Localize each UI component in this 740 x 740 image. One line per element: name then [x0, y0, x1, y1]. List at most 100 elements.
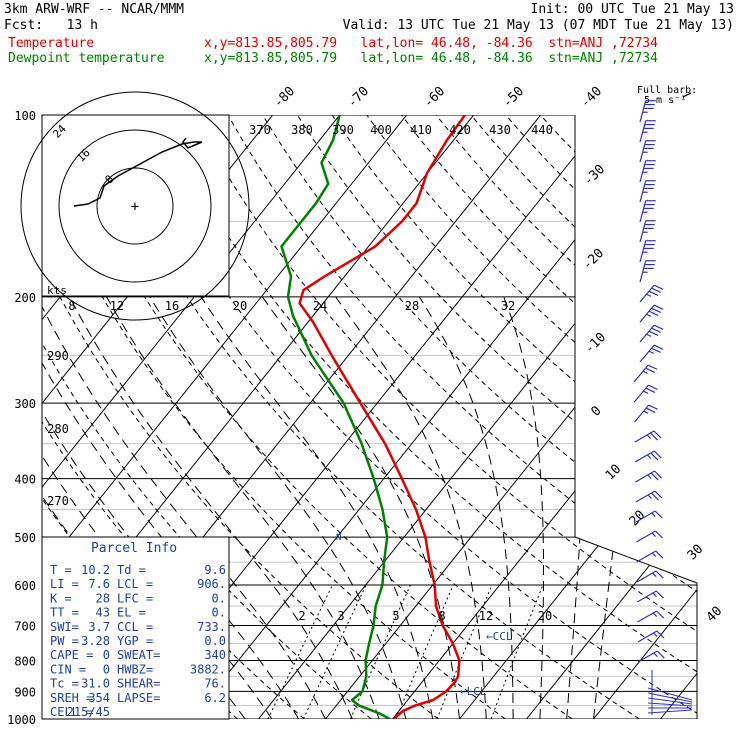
wind-barb [639, 100, 656, 123]
parcel-field-value: 28 [96, 591, 110, 605]
pressure-tick-label: 400 [14, 473, 36, 487]
barb-legend-unit: 5 m s⁻¹ [644, 95, 686, 106]
wind-barb [637, 630, 665, 643]
mixing-ratio-label: 32 [501, 299, 515, 313]
parcel-field-value: 3.28 [81, 634, 110, 648]
isotherm-tick-label: -20 [580, 246, 607, 273]
moist-adiabat-line [335, 296, 487, 719]
mixing-ratio-line [395, 584, 454, 719]
dry-adiabat-line [88, 115, 640, 719]
surface-barb [647, 709, 693, 714]
parcel-info-panel [41, 536, 230, 720]
mixing-ratio-label: 28 [405, 299, 419, 313]
dry-adiabat-line [42, 115, 372, 719]
dry-adiabat-line [42, 115, 305, 719]
wind-barb [639, 344, 664, 363]
wind-barb [634, 404, 659, 423]
isotherm-tick-label: -60 [421, 84, 448, 111]
parcel-field-label: CAPE = [50, 648, 93, 662]
pressure-tick-label: 100 [14, 109, 36, 123]
hodograph-ring [20, 91, 250, 321]
dry-adiabat-line [192, 115, 697, 719]
wind-barb [639, 140, 656, 163]
isotherm-line [42, 115, 408, 719]
theta-label: 410 [410, 123, 432, 137]
moist-adiabat-line [418, 296, 514, 719]
wind-barb [639, 160, 656, 183]
pressure-tick-label: 900 [14, 685, 36, 699]
barb-legend-title: Full barb: [637, 85, 697, 96]
hodograph-origin: + [131, 199, 139, 215]
isotherm-tick-label: -70 [345, 84, 372, 111]
theta-label: 370 [249, 123, 271, 137]
temperature-legend-label: Temperature [8, 36, 95, 51]
parcel-field-value: 10.2 [81, 563, 110, 577]
wind-barb [639, 260, 656, 283]
theta-label: 400 [370, 123, 392, 137]
pressure-tick-label: 200 [14, 291, 36, 305]
mixing-ratio-line [349, 584, 411, 719]
parcel-field-label: CIN = [50, 662, 86, 676]
surface-barb [647, 692, 693, 703]
isotherm-line [191, 115, 676, 719]
pressure-tick-label: 500 [14, 531, 36, 545]
valid-time: Valid: 13 UTC Tue 21 May 13 (07 MDT Tue … [342, 18, 734, 33]
low-mixing-label: 8 [438, 609, 445, 623]
dewpoint-profile [280, 115, 391, 719]
wind-barb [636, 550, 664, 563]
init-time: Init: 00 UTC Tue 21 May 13 [530, 2, 735, 17]
parcel-field-label: Td = [117, 563, 146, 577]
mixing-ratio-line [490, 584, 544, 719]
parcel-field-label: EL = [117, 606, 146, 620]
dry-adiabat-line [123, 115, 697, 719]
wind-barb [635, 490, 663, 503]
parcel-field-value: 6.2 [204, 691, 226, 705]
parcel-field-label: CCL = [117, 620, 153, 634]
parcel-field-value: 9.6 [204, 563, 226, 577]
low-mixing-label: 5 [392, 609, 399, 623]
parcel-field-value: 0. [212, 606, 226, 620]
parcel-field-label: CELL = [50, 705, 93, 719]
low-mixing-label: 20 [538, 609, 552, 623]
surface-barb [647, 687, 693, 701]
isotherm-line [0, 115, 5, 719]
wind-barb [635, 510, 663, 523]
theta-label: 430 [489, 123, 511, 137]
low-mixing-label: 2 [298, 609, 305, 623]
wind-barb [633, 384, 658, 403]
low-mixing-label: 3 [337, 609, 344, 623]
pressure-tick-label: 800 [14, 654, 36, 668]
pressure-tick-label: 600 [14, 579, 36, 593]
isotherm-line [660, 115, 697, 719]
parcel-field-label: YGP = [117, 634, 153, 648]
mixing-ratio-line [267, 584, 333, 719]
wind-barb [634, 450, 662, 463]
dewpoint-legend-label: Dewpoint temperature [8, 51, 165, 66]
pressure-tick-label: 300 [14, 397, 36, 411]
parcel-field-label: SWEAT= [117, 648, 160, 662]
mixing-ratio-label: 12 [110, 299, 124, 313]
isotherm-tick-label: -50 [500, 84, 527, 111]
hodograph-ring [58, 129, 212, 283]
isotherm-tick-label: 40 [704, 604, 726, 626]
surface-barb [647, 697, 693, 705]
dry-adiabat-line [42, 115, 506, 719]
wind-barb [636, 570, 664, 583]
wind-barb [633, 364, 658, 383]
dry-adiabat-line [470, 115, 697, 719]
parcel-field-value: 3882. [190, 662, 226, 676]
parcel-field-label: SREH = [50, 691, 93, 705]
isotherm-tick-label: 0 [588, 403, 604, 419]
dry-adiabat-line [227, 115, 697, 719]
wind-barb [639, 220, 656, 243]
parcel-field-value: 733. [197, 620, 226, 634]
temperature-legend-info: x,y=813.85,805.79 lat,lon= 46.48, -84.36… [204, 36, 658, 51]
pressure-tick-label: 1000 [7, 713, 36, 727]
parcel-field-label: K = [50, 591, 72, 605]
isotherm-tick-label: -40 [578, 84, 605, 111]
dewpoint-legend-info: x,y=813.85,805.79 lat,lon= 46.48, -84.36… [204, 51, 658, 66]
parcel-field-label: T = [50, 563, 72, 577]
parcel-field-label: HWBZ= [117, 662, 153, 676]
parcel-field-label: SHEAR= [117, 677, 160, 691]
ccl-marker: ←CCL [486, 630, 513, 643]
